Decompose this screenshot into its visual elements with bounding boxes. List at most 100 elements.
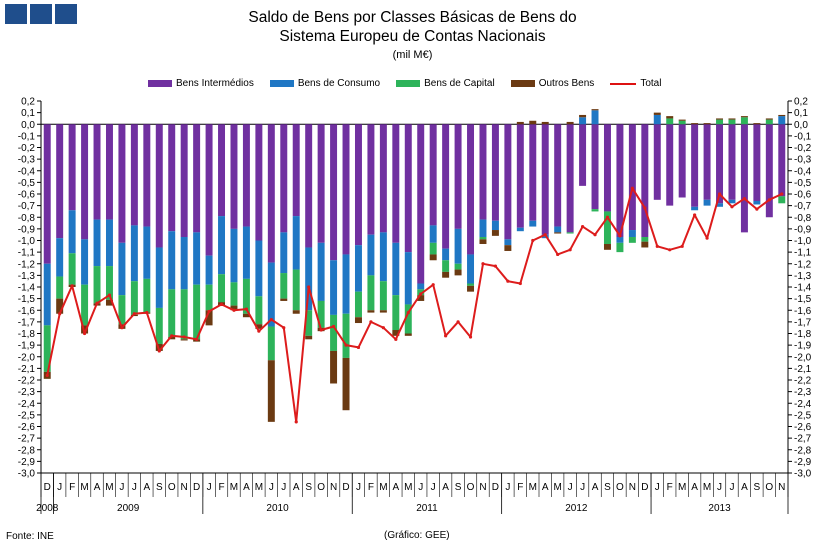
bar-consumo — [118, 242, 126, 296]
y-tick-label-right: -2,7 — [794, 434, 812, 445]
total-point — [506, 279, 510, 283]
bar-intermedios — [56, 124, 64, 239]
bar-intermedios — [43, 124, 51, 264]
total-point — [58, 312, 62, 316]
total-point — [195, 337, 199, 341]
y-tick-label-right: -1,9 — [794, 341, 812, 352]
y-tick-label-right: 0,0 — [794, 120, 808, 131]
bar-intermedios — [429, 124, 437, 226]
bar-outros — [491, 230, 499, 236]
bar-intermedios — [554, 124, 562, 227]
y-tick-label-right: -2,6 — [794, 422, 812, 433]
y-tick-label-left: -2,7 — [18, 434, 36, 445]
bar-consumo — [778, 116, 786, 125]
chart-title-line2: Sistema Europeu de Contas Nacionais — [279, 28, 546, 45]
bar-capital — [342, 313, 350, 358]
bar-outros — [292, 310, 300, 314]
bar-intermedios — [242, 124, 250, 227]
bar-intermedios — [641, 124, 649, 238]
x-tick-label: M — [554, 482, 562, 493]
legend-label-capital: Bens de Capital — [424, 78, 495, 89]
total-point — [95, 301, 99, 305]
x-tick-label: S — [156, 482, 163, 493]
x-tick-label: O — [765, 482, 773, 493]
bar-intermedios — [81, 124, 89, 240]
bar-outros — [429, 254, 437, 261]
total-point — [780, 192, 784, 196]
y-tick-label-right: 0,1 — [794, 108, 808, 119]
bar-consumo — [653, 114, 661, 125]
bar-outros — [516, 121, 524, 125]
total-point — [531, 238, 535, 243]
bar-outros — [342, 357, 350, 411]
year-label: 2009 — [117, 503, 140, 514]
bar-intermedios — [143, 124, 151, 227]
credit-note: (Gráfico: GEE) — [384, 530, 450, 541]
bar-capital — [330, 314, 338, 351]
legend-item-intermedios: Bens Intermédios — [148, 78, 254, 89]
bar-consumo — [130, 225, 138, 282]
bar-outros — [753, 123, 761, 125]
bar-capital — [566, 232, 574, 234]
y-tick-label-left: -1,0 — [18, 236, 36, 247]
x-tick-label: J — [431, 482, 436, 493]
bar-consumo — [105, 219, 113, 267]
bar-outros — [404, 333, 412, 336]
x-tick-label: F — [368, 482, 374, 493]
x-tick-label: D — [193, 482, 200, 493]
total-point — [232, 308, 236, 312]
bar-outros — [155, 343, 163, 351]
legend-item-total: Total — [610, 78, 661, 89]
x-tick-label: M — [80, 482, 88, 493]
bar-consumo — [330, 260, 338, 315]
bar-capital — [666, 118, 674, 125]
bar-capital — [56, 276, 64, 299]
x-tick-label: N — [330, 482, 337, 493]
bar-outros — [330, 350, 338, 384]
x-tick-label: N — [778, 482, 785, 493]
bar-intermedios — [354, 124, 362, 246]
bar-intermedios — [305, 124, 313, 248]
x-tick-label: J — [655, 482, 660, 493]
total-point — [244, 307, 249, 311]
legend-label-total: Total — [640, 78, 662, 89]
bar-outros — [168, 336, 176, 340]
bar-intermedios — [753, 124, 761, 201]
total-point — [693, 213, 697, 217]
x-tick-label: D — [44, 482, 51, 493]
bar-consumo — [81, 239, 89, 285]
x-tick-label: M — [404, 482, 412, 493]
bar-capital — [367, 275, 375, 311]
total-point — [107, 293, 112, 297]
bar-intermedios — [691, 124, 699, 207]
x-tick-label: O — [467, 482, 475, 493]
bar-outros — [392, 330, 400, 336]
y-tick-label-left: -2,8 — [18, 445, 36, 456]
y-tick-label-right: -3,0 — [794, 469, 812, 480]
bar-capital — [68, 253, 76, 285]
x-tick-label: A — [741, 482, 748, 493]
x-tick-label: O — [317, 482, 325, 493]
total-point — [369, 320, 373, 324]
bar-intermedios — [442, 124, 450, 249]
bar-capital — [740, 117, 748, 125]
bar-outros — [367, 310, 375, 313]
bar-consumo — [267, 262, 275, 327]
bar-consumo — [305, 247, 313, 311]
y-tick-label-right: -0,3 — [794, 155, 812, 166]
bar-intermedios — [529, 124, 537, 221]
bar-outros — [379, 310, 387, 313]
bar-consumo — [180, 237, 188, 290]
total-point — [618, 234, 622, 238]
chart-title: Saldo de Bens por Classes Básicas de Ben… — [0, 8, 825, 46]
y-tick-label-left: -0,4 — [18, 166, 36, 177]
y-tick-label-right: 0,2 — [794, 97, 808, 108]
x-tick-label: A — [94, 482, 101, 493]
bar-consumo — [529, 220, 537, 227]
bar-consumo — [491, 220, 499, 231]
bar-capital — [105, 266, 113, 300]
y-tick-label-left: -2,4 — [18, 399, 36, 410]
total-point — [580, 224, 585, 229]
x-tick-label: S — [604, 482, 611, 493]
total-point — [282, 326, 286, 330]
